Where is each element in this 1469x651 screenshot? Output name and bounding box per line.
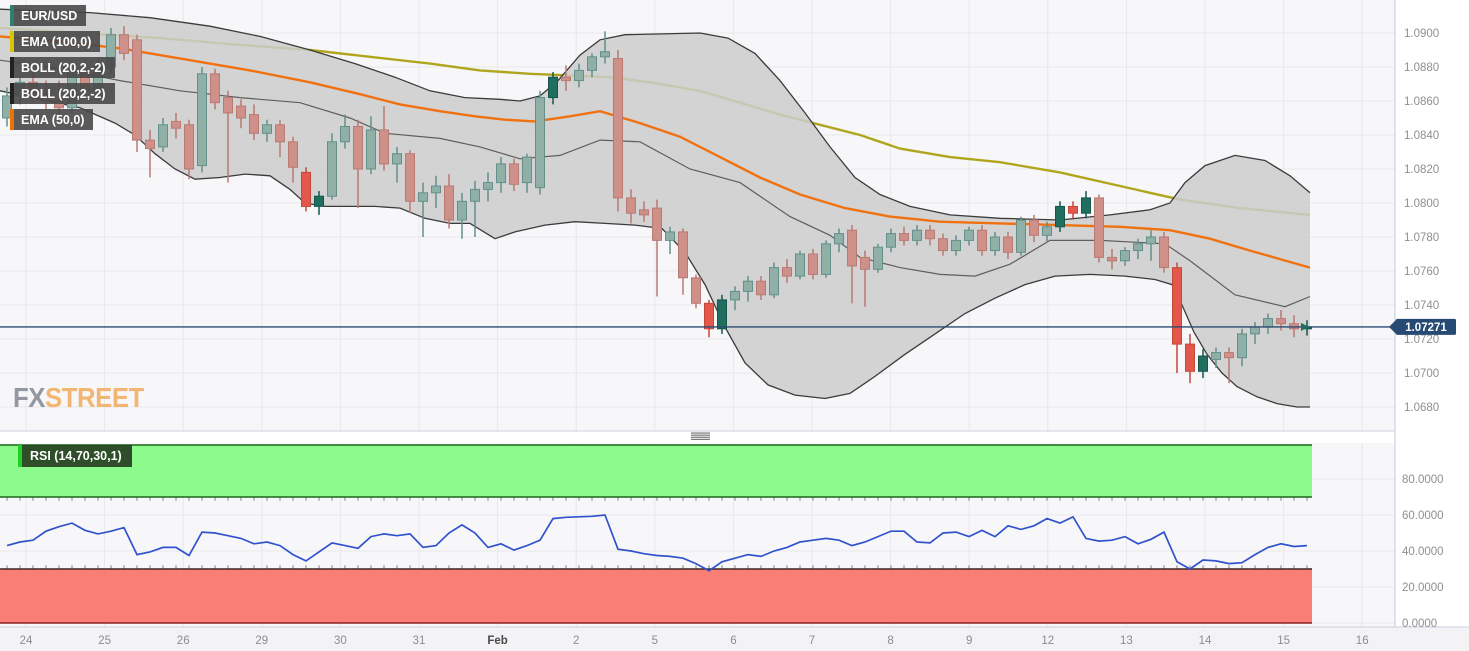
svg-text:12: 12 — [1041, 635, 1054, 647]
svg-text:2: 2 — [573, 635, 579, 647]
svg-text:1.0680: 1.0680 — [1404, 402, 1439, 414]
svg-text:13: 13 — [1120, 635, 1133, 647]
svg-text:8: 8 — [887, 635, 893, 647]
svg-text:1.0720: 1.0720 — [1404, 334, 1439, 346]
legend-item-boll-20-2-2-[interactable]: BOLL (20,2,-2) — [10, 83, 115, 104]
svg-text:9: 9 — [966, 635, 972, 647]
svg-text:1.0820: 1.0820 — [1404, 164, 1439, 176]
svg-text:1.0900: 1.0900 — [1404, 28, 1439, 40]
svg-text:29: 29 — [255, 635, 268, 647]
legend-item-boll-20-2-2-[interactable]: BOLL (20,2,-2) — [10, 57, 115, 78]
svg-text:16: 16 — [1356, 635, 1369, 647]
legend-item-ema-100-0-[interactable]: EMA (100,0) — [10, 31, 101, 52]
svg-text:40.0000: 40.0000 — [1402, 546, 1444, 558]
svg-text:31: 31 — [413, 635, 426, 647]
svg-text:5: 5 — [652, 635, 658, 647]
svg-text:1.07271: 1.07271 — [1405, 322, 1447, 334]
svg-text:1.0860: 1.0860 — [1404, 96, 1439, 108]
svg-text:Feb: Feb — [487, 635, 507, 647]
svg-text:24: 24 — [20, 635, 33, 647]
svg-text:15: 15 — [1277, 635, 1290, 647]
fxstreet-logo-street: STREET — [44, 382, 144, 413]
svg-text:1.0800: 1.0800 — [1404, 198, 1439, 210]
svg-text:6: 6 — [730, 635, 736, 647]
svg-text:7: 7 — [809, 635, 815, 647]
svg-text:1.0700: 1.0700 — [1404, 368, 1439, 380]
rsi-legend-item[interactable]: RSI (14,70,30,1) — [18, 445, 132, 467]
svg-text:80.0000: 80.0000 — [1402, 474, 1444, 486]
svg-text:26: 26 — [177, 635, 190, 647]
fxstreet-logo-fx: FX — [13, 382, 45, 413]
svg-text:1.0880: 1.0880 — [1404, 62, 1439, 74]
svg-text:1.0780: 1.0780 — [1404, 232, 1439, 244]
legend-item-eur-usd[interactable]: EUR/USD — [10, 5, 87, 26]
svg-text:20.0000: 20.0000 — [1402, 582, 1444, 594]
rsi-legend-label: RSI (14,70,30,1) — [30, 449, 122, 463]
legend-item-ema-50-0-[interactable]: EMA (50,0) — [10, 109, 94, 130]
svg-text:1.0840: 1.0840 — [1404, 130, 1439, 142]
svg-text:1.0740: 1.0740 — [1404, 300, 1439, 312]
svg-text:0.0000: 0.0000 — [1402, 618, 1437, 630]
svg-text:1.0760: 1.0760 — [1404, 266, 1439, 278]
svg-text:14: 14 — [1199, 635, 1212, 647]
svg-text:60.0000: 60.0000 — [1402, 510, 1444, 522]
fxstreet-logo: FXSTREET — [13, 382, 144, 414]
svg-text:25: 25 — [98, 635, 111, 647]
svg-text:30: 30 — [334, 635, 347, 647]
